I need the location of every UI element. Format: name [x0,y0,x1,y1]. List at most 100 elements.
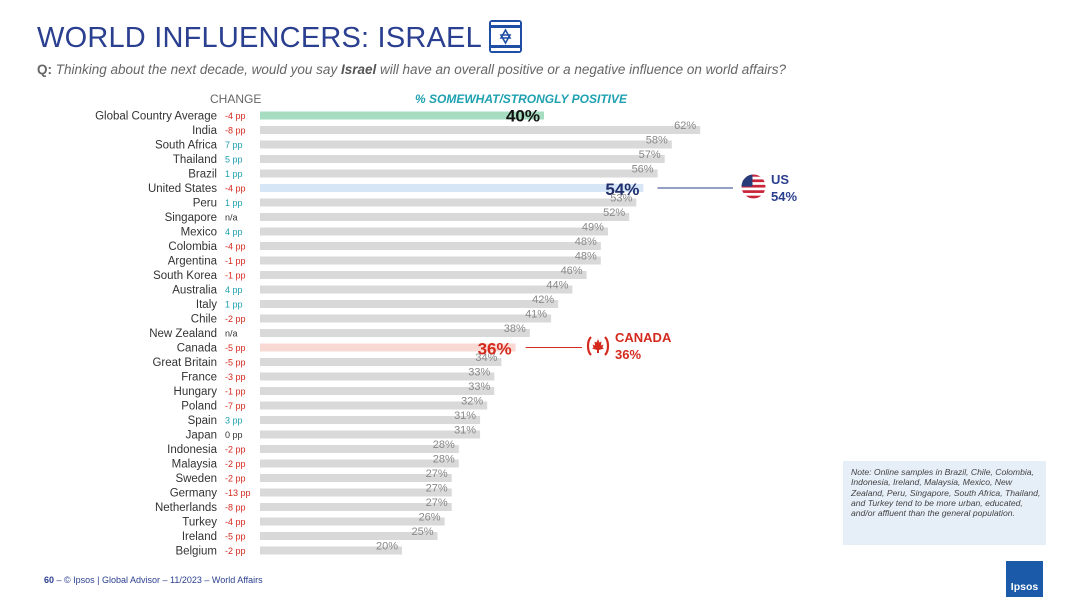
country-label: Germany [170,488,218,500]
country-label: United States [148,183,217,195]
country-label: Mexico [181,227,217,239]
bar [260,111,544,120]
bar [260,416,481,424]
value-label: 48% [575,251,597,263]
change-label: -2 pp [225,474,246,484]
bar [260,271,587,279]
bar [260,546,402,555]
change-label: -2 pp [225,459,246,469]
country-label: Poland [181,401,217,413]
us-callout-value: 54% [771,189,798,204]
country-label: India [192,125,218,137]
question-country: Israel [340,62,377,77]
country-label: Italy [196,299,217,311]
change-label: -8 pp [225,126,246,136]
bar [260,314,552,323]
question-text-1: Thinking about the next decade, would yo… [52,62,341,77]
page-title: WORLD INFLUENCERS: ISRAEL [37,22,482,54]
bar [260,358,502,366]
country-label: Chile [191,314,217,326]
change-label: -2 pp [225,546,246,556]
country-label: Hungary [174,386,218,398]
page-number: 60 [44,575,55,585]
country-label: Indonesia [167,444,217,456]
change-label: 0 pp [225,430,243,440]
country-label: Sweden [175,473,217,485]
change-column-header: CHANGE [210,92,262,106]
value-label: 33% [468,381,490,393]
value-label: 46% [561,265,583,277]
bar [260,517,445,526]
country-label: France [181,372,217,384]
change-label: -4 pp [225,242,246,252]
country-label: Argentina [168,256,218,268]
change-label: 3 pp [225,416,243,426]
bar [260,300,559,308]
change-label: -5 pp [225,343,246,353]
canada-callout-value: 36% [615,347,642,362]
country-label: Ireland [182,531,217,543]
value-label: 28% [433,454,455,466]
question-text-2: will have an overall positive or a negat… [376,62,786,77]
country-label: Japan [186,430,217,442]
footer: 60 – © Ipsos | Global Advisor – 11/2023 … [44,575,263,585]
value-label: 49% [582,222,604,234]
change-label: -1 pp [225,256,246,266]
us-flag-icon [741,174,766,199]
value-label: 33% [468,367,490,379]
country-label: South Korea [153,270,218,282]
change-label: -7 pp [225,401,246,411]
value-label: 31% [454,425,476,437]
value-label: 25% [411,526,433,538]
bar [260,474,452,482]
change-label: -4 pp [225,111,246,121]
value-label: 36% [478,340,512,359]
value-label: 38% [504,323,526,335]
value-label: 52% [603,207,625,219]
change-label: 1 pp [225,169,243,179]
change-label: 5 pp [225,155,243,165]
value-label: 54% [605,180,639,199]
change-label: 1 pp [225,300,243,310]
change-label: -4 pp [225,184,246,194]
bar [260,488,452,497]
value-label: 32% [461,396,483,408]
country-label: Great Britain [152,357,217,369]
value-label: 20% [376,541,398,553]
value-label: 56% [632,164,654,176]
change-label: -2 pp [225,445,246,455]
bar [260,256,601,265]
country-label: New Zealand [149,328,217,340]
country-label: Turkey [182,517,217,529]
value-label: 40% [506,107,540,126]
bar [260,532,438,540]
country-label: Thailand [173,154,217,166]
country-label: Brazil [188,169,217,181]
change-label: -5 pp [225,358,246,368]
ipsos-logo: Ipsos [1006,561,1043,597]
change-label: -5 pp [225,532,246,542]
bar [260,329,530,337]
value-label: 53% [610,193,632,205]
canada-flag-icon [586,336,610,356]
bar [260,430,481,439]
change-label: -13 pp [225,488,251,498]
country-label: Global Country Average [95,111,217,123]
us-callout-name: US [771,172,790,187]
country-label: Peru [193,198,217,210]
bar [260,343,516,352]
country-label: South Africa [155,140,218,152]
value-label: 31% [454,410,476,422]
bar [260,140,672,149]
question-prefix: Q: [37,62,52,77]
change-label: -1 pp [225,387,246,397]
value-label: 26% [419,512,441,524]
change-label: -4 pp [225,517,246,527]
value-label: 27% [426,468,448,480]
value-label: 58% [646,135,668,147]
positive-column-header: % SOMEWHAT/STRONGLY POSITIVE [415,92,628,106]
country-label: Spain [188,415,217,427]
change-label: n/a [225,213,238,223]
change-label: 1 pp [225,198,243,208]
bar [260,242,601,250]
